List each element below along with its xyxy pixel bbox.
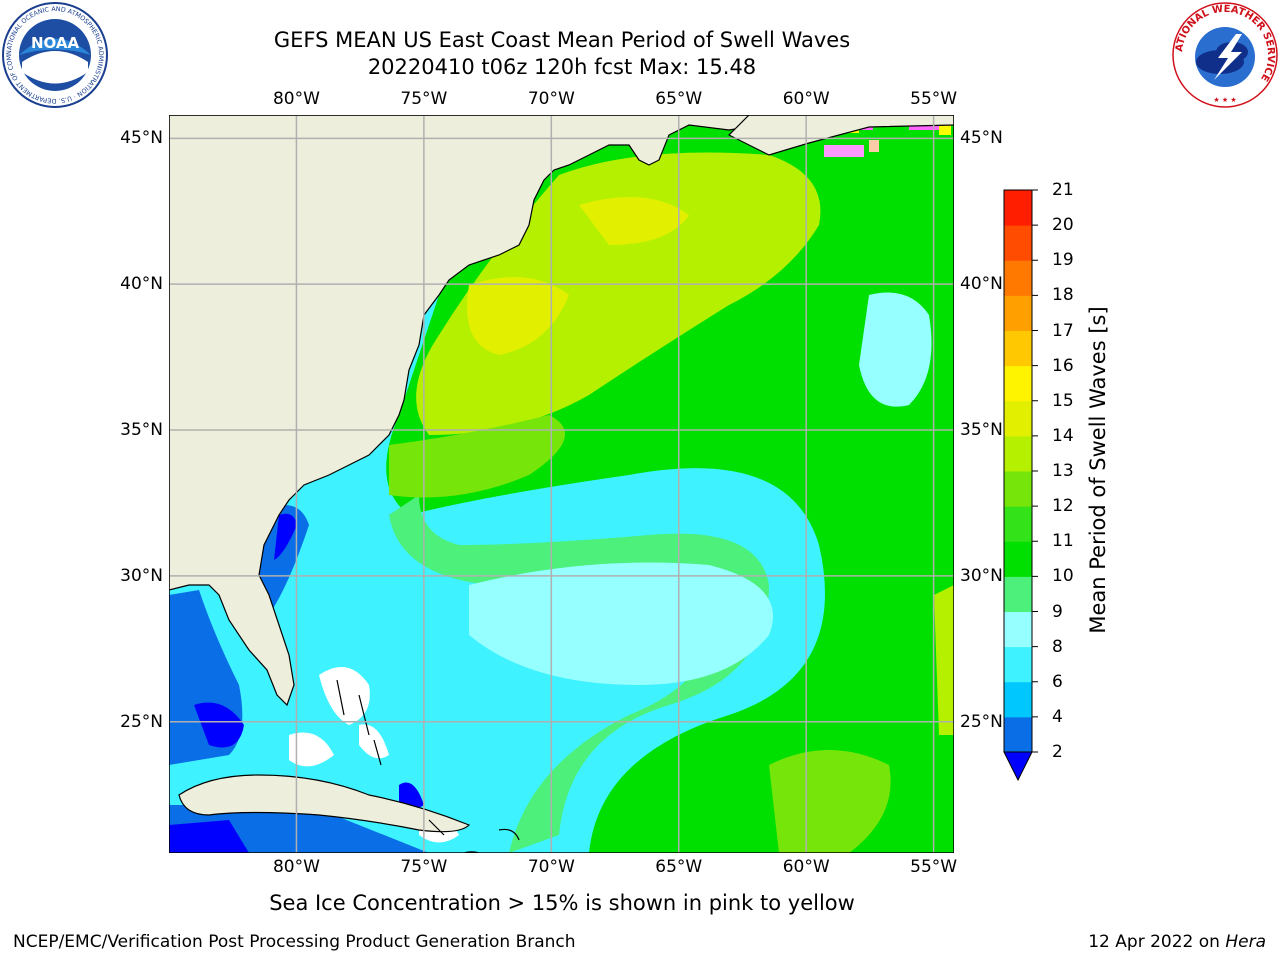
footer-date-text: 12 Apr 2022 on <box>1088 932 1226 952</box>
colorbar-tick-label: 8 <box>1052 636 1063 657</box>
colorbar-tick-label: 16 <box>1052 355 1074 376</box>
nws-logo: NATIONAL WEATHER SERVICE ★ ★ ★ <box>1170 0 1278 108</box>
period-region-yellowgreen <box>416 152 821 435</box>
colorbar-bin <box>1004 646 1032 683</box>
map-subtitle: 20220410 t06z 120h fcst Max: 15.48 <box>367 55 757 79</box>
colorbar-tick-label: 9 <box>1052 601 1063 622</box>
noaa-logo: NATIONAL OCEANIC AND ATMOSPHERIC ADMINIS… <box>0 0 108 108</box>
colorbar-bin <box>1004 681 1032 718</box>
colorbar-bin <box>1004 541 1032 577</box>
lon-tick-bottom: 70°W <box>527 857 575 877</box>
lat-tick-left: 25°N <box>120 711 163 732</box>
colorbar-bin <box>1004 506 1032 542</box>
footer-date: 12 Apr 2022 on Hera <box>1088 932 1266 952</box>
lon-tick-top: 65°W <box>655 89 703 109</box>
lat-tick-left: 45°N <box>120 128 163 149</box>
colorbar-tick-label: 18 <box>1052 285 1074 306</box>
lat-tick-right: 25°N <box>960 711 1003 732</box>
svg-text:★ ★ ★: ★ ★ ★ <box>1213 96 1236 104</box>
noaa-logo-text: NOAA <box>31 34 80 52</box>
colorbar-bin <box>1004 225 1032 261</box>
lon-tick-top: 60°W <box>782 89 830 109</box>
lon-tick-bottom: 60°W <box>782 857 830 877</box>
colorbar-title: Mean Period of Swell Waves [s] <box>1086 306 1110 634</box>
lat-tick-left: 40°N <box>120 274 163 295</box>
colorbar-bin <box>1004 435 1032 472</box>
colorbar <box>1003 189 1038 782</box>
colorbar-tick-label: 17 <box>1052 320 1074 341</box>
colorbar-tick-label: 4 <box>1052 706 1063 727</box>
colorbar-tick-label: 12 <box>1052 496 1074 517</box>
lon-tick-bottom: 75°W <box>400 857 448 877</box>
colorbar-tick-label: 21 <box>1052 180 1074 200</box>
lon-tick-bottom: 80°W <box>272 857 320 877</box>
land-cuba <box>178 774 471 833</box>
colorbar-tick-label: 19 <box>1052 250 1074 271</box>
colorbar-tick-label: 6 <box>1052 671 1063 692</box>
colorbar-tick-label: 10 <box>1052 566 1074 587</box>
colorbar-bin <box>1004 576 1032 612</box>
colorbar-bin <box>1004 471 1032 507</box>
colorbar-tick-label: 13 <box>1052 461 1074 481</box>
graticule <box>169 115 954 853</box>
colorbar-bin <box>1004 400 1032 437</box>
lon-tick-bottom: 55°W <box>910 857 958 877</box>
sea-ice-note: Sea Ice Concentration > 15% is shown in … <box>269 891 855 915</box>
lat-tick-left: 35°N <box>120 420 163 441</box>
footer-branch: NCEP/EMC/Verification Post Processing Pr… <box>13 932 576 952</box>
colorbar-bin <box>1004 190 1032 226</box>
colorbar-bin <box>1004 330 1032 367</box>
lat-tick-right: 40°N <box>960 274 1003 295</box>
lon-tick-top: 70°W <box>527 89 575 109</box>
colorbar-bin <box>1004 260 1032 296</box>
lat-tick-right: 45°N <box>960 128 1003 149</box>
lon-tick-top: 55°W <box>910 89 958 109</box>
colorbar-tick-label: 11 <box>1052 531 1074 552</box>
map-title: GEFS MEAN US East Coast Mean Period of S… <box>273 28 851 52</box>
swell-period-map <box>169 115 954 853</box>
colorbar-bin <box>1004 295 1032 331</box>
colorbar-bin <box>1004 365 1032 402</box>
colorbar-bin <box>1004 716 1032 753</box>
lat-tick-right: 30°N <box>960 565 1003 586</box>
lat-tick-right: 35°N <box>960 420 1003 441</box>
colorbar-tick-label: 14 <box>1052 425 1074 446</box>
footer-host: Hera <box>1225 932 1266 952</box>
period-region-palecyan <box>469 562 773 685</box>
colorbar-under-arrow <box>1003 751 1033 782</box>
lon-tick-top: 75°W <box>400 89 448 109</box>
lon-tick-bottom: 65°W <box>655 857 703 877</box>
colorbar-tick-label: 15 <box>1052 390 1074 411</box>
land-north-america <box>169 115 770 707</box>
lon-tick-top: 80°W <box>272 89 320 109</box>
lat-tick-left: 30°N <box>120 565 163 586</box>
colorbar-tick-label: 2 <box>1052 742 1063 762</box>
colorbar-tick-label: 20 <box>1052 215 1074 236</box>
colorbar-bin <box>1004 611 1032 648</box>
